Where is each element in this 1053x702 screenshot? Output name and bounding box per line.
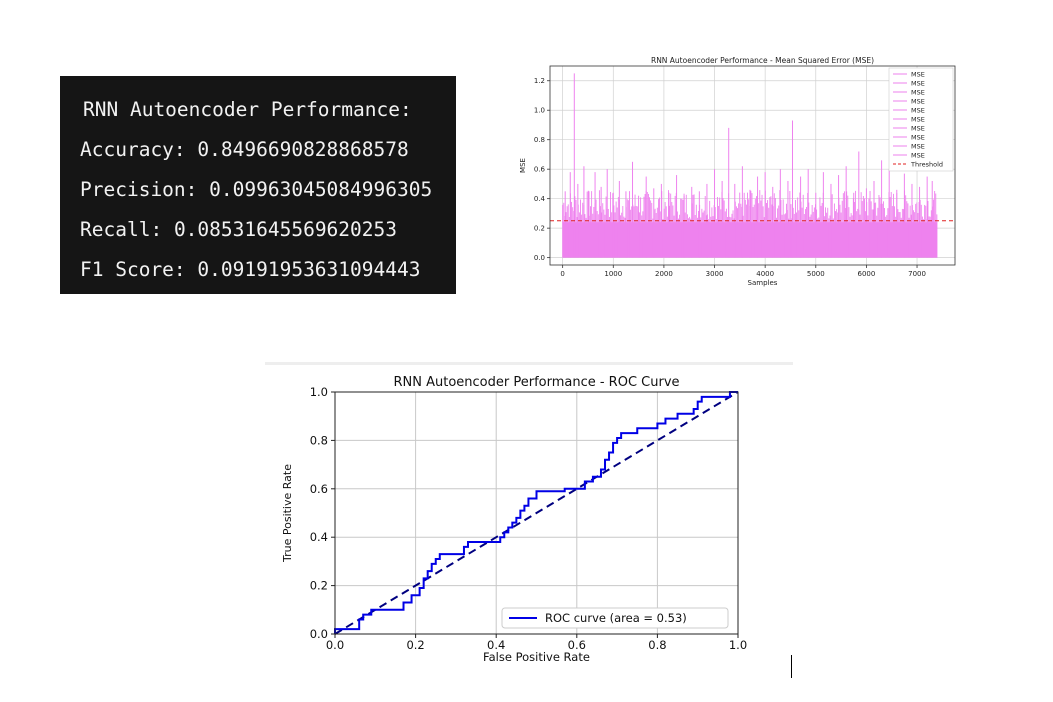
metric-label: F1 Score <box>80 258 174 281</box>
roc-y-axis-label: True Positive Rate <box>281 464 294 563</box>
mse-legend-label: MSE <box>911 152 925 160</box>
mse-chart: 0 1000 2000 3000 4000 5000 6000 7000 0.0 0.2 0.4 0.… <box>519 56 956 287</box>
roc-reference-line <box>334 391 739 635</box>
metric-recall: Recall: 0.08531645569620253 <box>80 218 397 241</box>
mse-legend-label: MSE <box>911 125 925 133</box>
roc-x-tick-label: 0.4 <box>487 638 505 652</box>
mse-y-tick-label: 1.0 <box>534 107 545 115</box>
metric-label: Accuracy <box>80 138 174 161</box>
mse-x-tick-label: 7000 <box>908 270 926 278</box>
mse-legend-label: MSE <box>911 107 925 115</box>
roc-curve-line <box>334 391 738 634</box>
metric-label: Recall <box>80 218 151 241</box>
mse-chart-title: RNN Autoencoder Performance - Mean Squar… <box>651 56 874 65</box>
roc-y-tick-label: 0.2 <box>310 579 328 593</box>
roc-axes-frame <box>334 391 739 635</box>
roc-y-tick-label: 0.0 <box>310 627 328 641</box>
roc-y-tick-label: 0.8 <box>310 433 328 447</box>
mse-legend-label: MSE <box>911 134 925 142</box>
roc-legend-label: ROC curve (area = 0.53) <box>545 611 687 625</box>
mse-y-tick-label: 0.2 <box>534 225 545 233</box>
mse-x-tick-label: 1000 <box>604 270 622 278</box>
mse-legend-label: MSE <box>911 98 925 106</box>
roc-y-tick-label: 0.4 <box>310 530 328 544</box>
mse-y-tick-label: 0.4 <box>534 195 546 203</box>
roc-x-tick-label: 0.0 <box>326 638 344 652</box>
roc-x-tick-label: 0.8 <box>648 638 666 652</box>
mse-x-axis-label: Samples <box>748 279 778 287</box>
metric-label: Precision <box>80 178 186 201</box>
metric-value: 0.08531645569620253 <box>173 218 397 241</box>
metrics-title: RNN Autoencoder Performance: <box>83 98 412 121</box>
metric-f1-score: F1 Score: 0.09191953631094443 <box>80 258 421 281</box>
mse-x-tick-label: 2000 <box>655 270 673 278</box>
mse-y-axis-label: MSE <box>519 158 527 173</box>
roc-chart: 0.0 0.2 0.4 0.6 0.8 1.0 0.0 0.2 0.4 0.6 0.8 1.0 RNN … <box>281 375 747 664</box>
mse-legend-label: MSE <box>911 71 925 79</box>
roc-y-tick-label: 0.6 <box>310 482 328 496</box>
mse-axes-frame <box>549 65 956 266</box>
metric-value: 0.8496690828868578 <box>197 138 409 161</box>
mse-x-tick-label: 4000 <box>756 270 774 278</box>
mse-y-tick-label: 0.8 <box>534 136 545 144</box>
mse-legend-label: MSE <box>911 116 925 124</box>
cursor-marker <box>791 655 792 678</box>
mse-x-tick-label: 3000 <box>706 270 724 278</box>
metric-precision: Precision: 0.09963045084996305 <box>80 178 433 201</box>
roc-legend-box <box>501 607 729 629</box>
roc-x-tick-label: 1.0 <box>729 638 747 652</box>
mse-legend-label: MSE <box>911 89 925 97</box>
mse-x-tick-label: 6000 <box>857 270 875 278</box>
mse-x-tick-label: 0 <box>560 270 564 278</box>
mse-legend-label: MSE <box>911 80 925 88</box>
roc-chart-title: RNN Autoencoder Performance - ROC Curve <box>393 375 679 390</box>
mse-legend-label: MSE <box>911 143 925 151</box>
metric-accuracy: Accuracy: 0.8496690828868578 <box>80 138 409 161</box>
mse-y-tick-label: 1.2 <box>534 77 545 85</box>
metrics-output-panel: RNN Autoencoder Performance: Accuracy: 0… <box>60 76 456 294</box>
roc-chart-top-border <box>265 362 793 365</box>
metric-value: 0.09963045084996305 <box>209 178 433 201</box>
roc-y-tick-label: 1.0 <box>310 385 328 399</box>
roc-x-axis-label: False Positive Rate <box>483 650 590 664</box>
roc-x-tick-label: 0.6 <box>568 638 586 652</box>
mse-y-tick-label: 0.0 <box>534 254 545 262</box>
metric-value: 0.09191953631094443 <box>197 258 421 281</box>
mse-legend-label-threshold: Threshold <box>910 161 943 169</box>
mse-x-tick-label: 5000 <box>807 270 825 278</box>
roc-x-tick-label: 0.2 <box>406 638 424 652</box>
mse-y-tick-label: 0.6 <box>534 166 546 174</box>
